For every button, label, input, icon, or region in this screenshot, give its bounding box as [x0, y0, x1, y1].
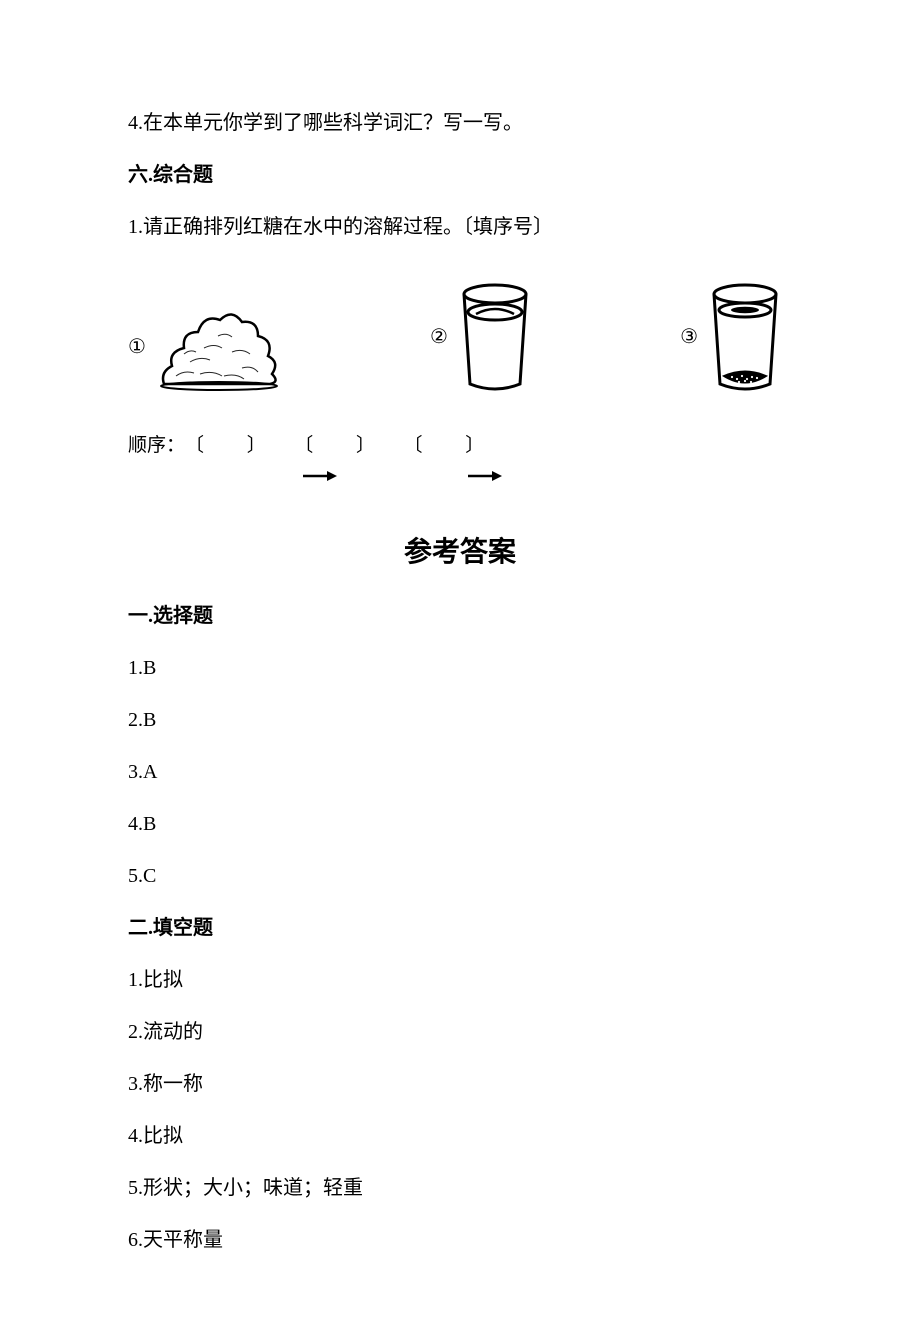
question-4: 4.在本单元你学到了哪些科学词汇？写一写。: [128, 108, 792, 138]
seq-gap-2: [375, 432, 404, 461]
sequence-slot-2[interactable]: 〔 〕: [294, 432, 375, 461]
arrow-icon-1: [303, 469, 337, 483]
section-6-heading: 六.综合题: [128, 160, 792, 190]
question-6-1: 1.请正确排列红糖在水中的溶解过程。〔填序号〕: [128, 212, 792, 242]
glass-with-sugar-icon: [706, 282, 784, 392]
answer-1-4: 4.B: [128, 809, 792, 839]
arrow-icon-2: [468, 469, 502, 483]
glass-dissolved-icon: [456, 282, 534, 392]
sequence-slot-3[interactable]: 〔 〕: [404, 432, 485, 461]
dissolve-image-row: ① ②: [128, 282, 792, 392]
answer-key-title: 参考答案: [128, 531, 792, 573]
answer-2-3: 3.称一称: [128, 1069, 792, 1099]
answer-2-5: 5.形状；大小；味道；轻重: [128, 1173, 792, 1203]
label-1: ①: [128, 332, 146, 362]
label-3: ③: [680, 322, 698, 352]
answer-1-3: 3.A: [128, 757, 792, 787]
img-cell-3: ③: [680, 282, 784, 392]
label-2: ②: [430, 322, 448, 352]
sugar-pile-icon: [154, 302, 284, 392]
answer-2-4: 4.比拟: [128, 1121, 792, 1151]
answer-1-1: 1.B: [128, 653, 792, 683]
img-cell-2: ②: [430, 282, 534, 392]
answers-section-1-heading: 一.选择题: [128, 601, 792, 631]
answer-1-2: 2.B: [128, 705, 792, 735]
answer-2-6: 6.天平称量: [128, 1225, 792, 1255]
seq-gap-1: [266, 432, 295, 461]
answer-1-5: 5.C: [128, 861, 792, 891]
answer-2-1: 1.比拟: [128, 965, 792, 995]
arrow-row: [128, 469, 792, 495]
sequence-slot-1[interactable]: 〔 〕: [185, 432, 266, 461]
sequence-prefix: 顺序：: [128, 432, 185, 461]
worksheet-page: 4.在本单元你学到了哪些科学词汇？写一写。 六.综合题 1.请正确排列红糖在水中…: [0, 0, 920, 1337]
answers-section-2-heading: 二.填空题: [128, 913, 792, 943]
answer-2-2: 2.流动的: [128, 1017, 792, 1047]
img-cell-1: ①: [128, 302, 284, 392]
sequence-row: 顺序： 〔 〕 〔 〕 〔 〕: [128, 432, 792, 461]
